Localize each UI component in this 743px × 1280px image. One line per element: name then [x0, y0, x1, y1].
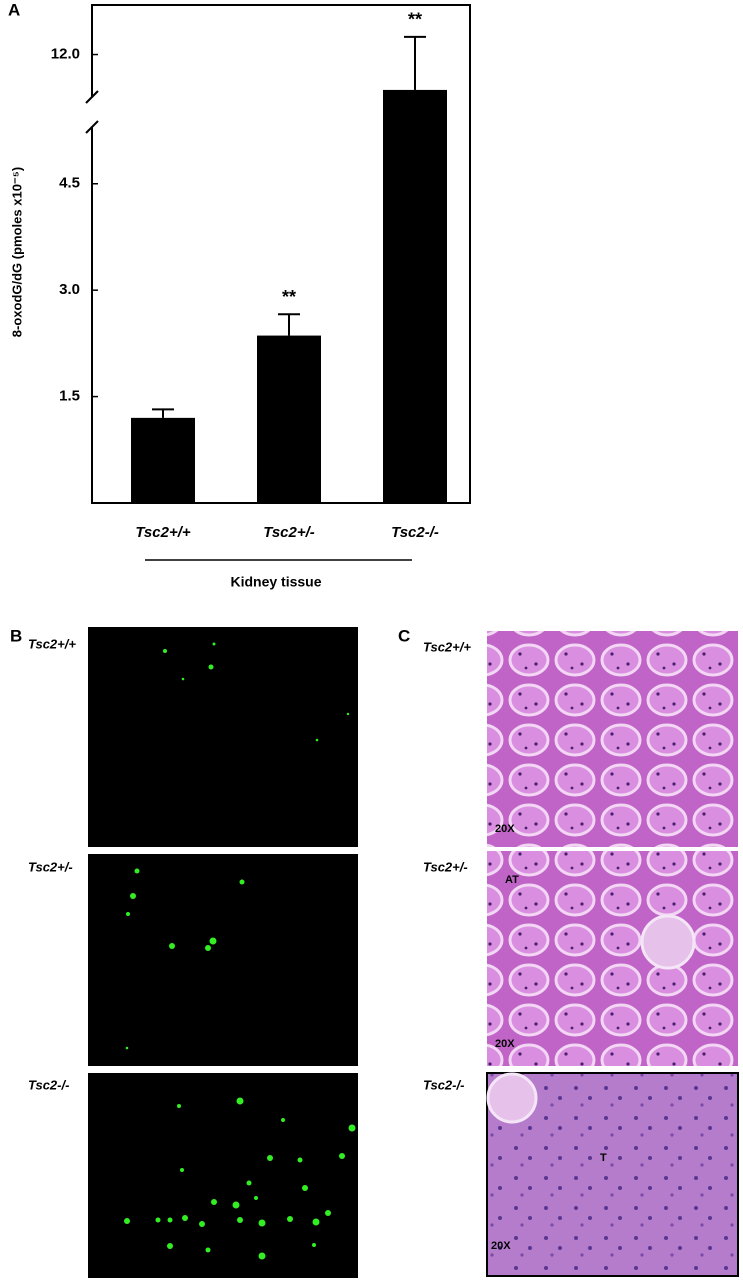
row-label: Tsc2+/+ [423, 639, 471, 654]
annotation: AT [505, 874, 519, 886]
row-label: Tsc2+/+ [28, 636, 76, 651]
image [88, 854, 358, 1066]
x-tick-label: Tsc2+/- [263, 524, 315, 541]
glomerulus [486, 1072, 538, 1124]
y-tick-label: 1.5 [59, 388, 80, 405]
y-tick-label: 4.5 [59, 175, 80, 192]
histology-image [487, 851, 738, 1066]
panel-label: A [8, 0, 20, 19]
x-axis-label: Kidney tissue [230, 574, 321, 590]
histology-image [486, 1072, 739, 1277]
magnification: 20X [495, 823, 515, 835]
row-label: Tsc2-/- [28, 1077, 69, 1092]
image [88, 627, 358, 847]
significance: ** [282, 287, 296, 307]
bar [257, 335, 321, 503]
x-tick-label: Tsc2-/- [391, 524, 439, 541]
glomerulus [640, 914, 696, 970]
row-label: Tsc2+/- [423, 859, 468, 874]
row-label: Tsc2+/- [28, 859, 73, 874]
axis-break [85, 120, 99, 134]
histology-image [487, 631, 738, 847]
significance: ** [408, 10, 422, 30]
axis-frame [91, 4, 471, 504]
row-label: Tsc2-/- [423, 1077, 464, 1092]
axis-break [85, 90, 99, 104]
fluorescence-images [88, 627, 358, 1278]
annotation: T [600, 1152, 607, 1164]
bar [383, 89, 447, 503]
magnification: 20X [491, 1240, 511, 1252]
y-tick-label: 12.0 [51, 46, 80, 63]
image [88, 1073, 358, 1278]
y-axis-label: 8-oxodG/dG (pmoles x10⁻⁵) [9, 167, 24, 337]
panel-label: C [398, 626, 410, 645]
panel-label: B [10, 626, 22, 645]
y-tick-label: 3.0 [59, 281, 80, 298]
x-tick-label: Tsc2+/+ [135, 524, 191, 541]
magnification: 20X [495, 1038, 515, 1050]
bar [131, 417, 195, 503]
bar-chart: 1.5 3.0 4.5 12.0 Tsc2+/+ Tsc2+/- ** Tsc2-/- ** [51, 4, 471, 541]
